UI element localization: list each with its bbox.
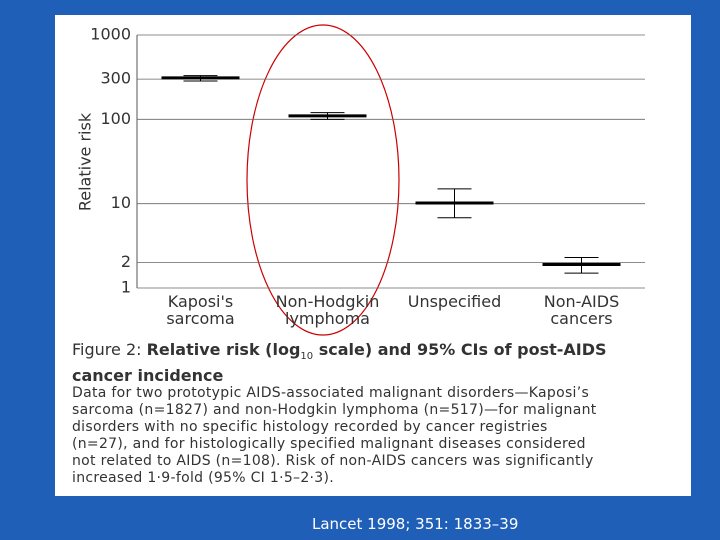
caption-body: Data for two prototypic AIDS-associated … bbox=[72, 385, 672, 487]
caption-subscript: 10 bbox=[300, 351, 314, 363]
figure-label: Figure 2: bbox=[72, 340, 142, 359]
caption-line: sarcoma (n=1827) and non-Hodgkin lymphom… bbox=[72, 402, 597, 419]
y-axis-label: Relative risk bbox=[76, 112, 95, 211]
caption-title-part: Relative risk (log bbox=[146, 340, 301, 359]
caption-title: Figure 2: Relative risk (log10 scale) an… bbox=[72, 340, 672, 385]
caption-line: disorders with no specific histology rec… bbox=[72, 419, 548, 436]
x-tick-label: Kaposi's sarcoma bbox=[166, 292, 235, 328]
x-tick-label: Unspecified bbox=[407, 292, 502, 311]
caption-line: (n=27), and for histologically specified… bbox=[72, 436, 586, 453]
y-tick-label: 1000 bbox=[90, 25, 131, 44]
caption-title-part: scale) and 95% CIs of post-AIDS bbox=[313, 340, 607, 359]
y-tick-label: 2 bbox=[121, 252, 131, 271]
caption: Figure 2: Relative risk (log10 scale) an… bbox=[72, 340, 672, 487]
citation: Lancet 1998; 351: 1833–39 bbox=[312, 515, 519, 533]
y-tick-label: 100 bbox=[100, 109, 131, 128]
caption-title-part: cancer incidence bbox=[72, 366, 224, 386]
highlight-ellipse bbox=[246, 24, 400, 336]
x-tick-label: Non-AIDS cancers bbox=[543, 292, 620, 328]
y-tick-label: 300 bbox=[100, 69, 131, 88]
caption-line: Data for two prototypic AIDS-associated … bbox=[72, 385, 590, 402]
y-tick-label: 1 bbox=[121, 278, 131, 297]
caption-line: not related to AIDS (n=108). Risk of non… bbox=[72, 453, 594, 470]
panel bbox=[55, 15, 691, 496]
caption-line: increased 1·9-fold (95% CI 1·5–2·3). bbox=[72, 470, 335, 487]
y-tick-label: 10 bbox=[111, 193, 131, 212]
x-tick-label: Non-Hodgkin lymphoma bbox=[275, 292, 380, 328]
